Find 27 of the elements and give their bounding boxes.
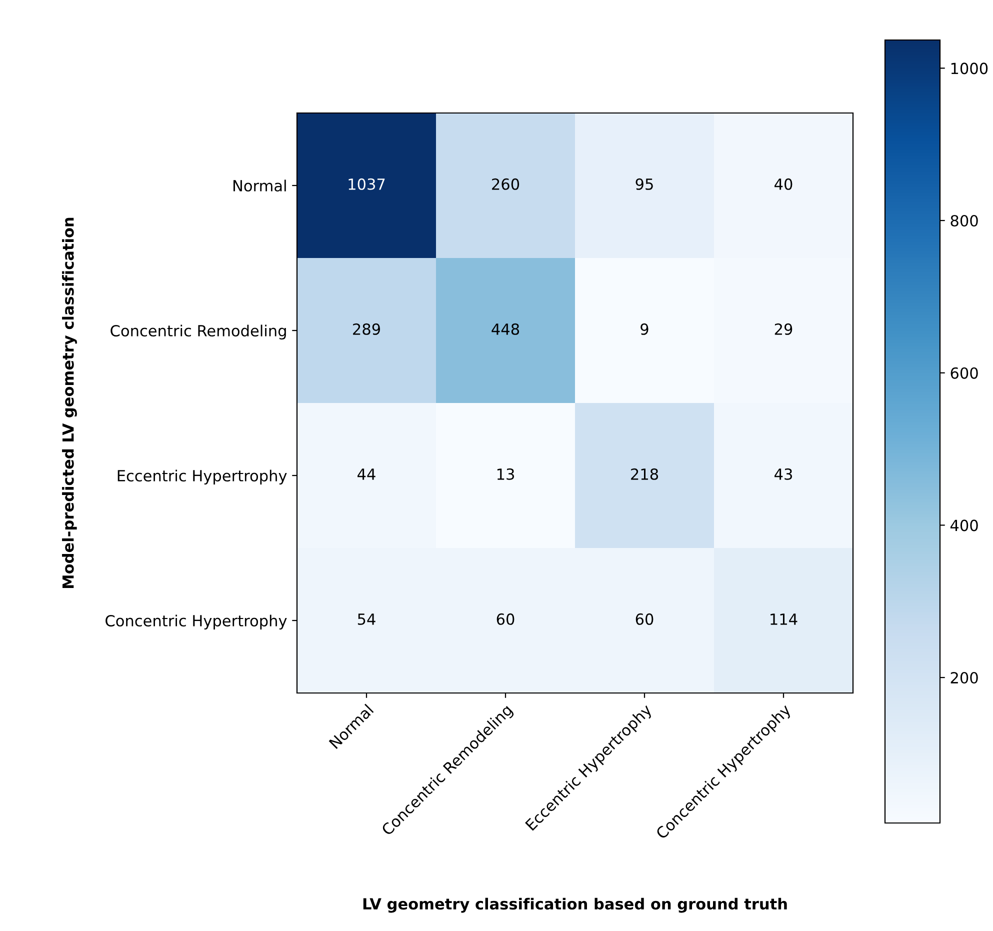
data-label: 448 [492, 323, 520, 335]
data-label: 40 [774, 178, 792, 190]
color-bar-label: 200 [950, 672, 978, 684]
data-label: 54 [358, 614, 376, 625]
data-label: 289 [353, 323, 380, 335]
y-tick-label: Concentric Hypertrophy [106, 614, 287, 630]
data-label: 13 [497, 468, 514, 480]
data-label: 29 [774, 323, 792, 335]
color-bar-label: 800 [950, 214, 978, 227]
data-label: 260 [492, 178, 520, 190]
data-label: 60 [496, 613, 514, 625]
data-label: 218 [631, 468, 658, 480]
y-axis-title: Model-predicted LV geometry classification [62, 218, 77, 588]
x-axis-title: LV geometry classification based on ground truth [363, 898, 787, 913]
data-label: 60 [636, 613, 654, 625]
color-bar-label: 1000 [951, 62, 988, 74]
color-bar-label: 400 [950, 520, 978, 532]
data-label: 1037 [348, 178, 385, 190]
data-label: 114 [770, 614, 798, 625]
data-label: 43 [774, 468, 792, 480]
y-tick-label: Normal [234, 180, 286, 192]
data-label: 95 [636, 178, 653, 190]
y-tick-label: Concentric Remodeling [110, 324, 286, 340]
y-tick-label: Eccentric Hypertrophy [118, 470, 287, 484]
data-label: 9 [640, 323, 648, 335]
color-bar-label: 600 [950, 367, 978, 379]
data-label: 44 [358, 468, 376, 480]
